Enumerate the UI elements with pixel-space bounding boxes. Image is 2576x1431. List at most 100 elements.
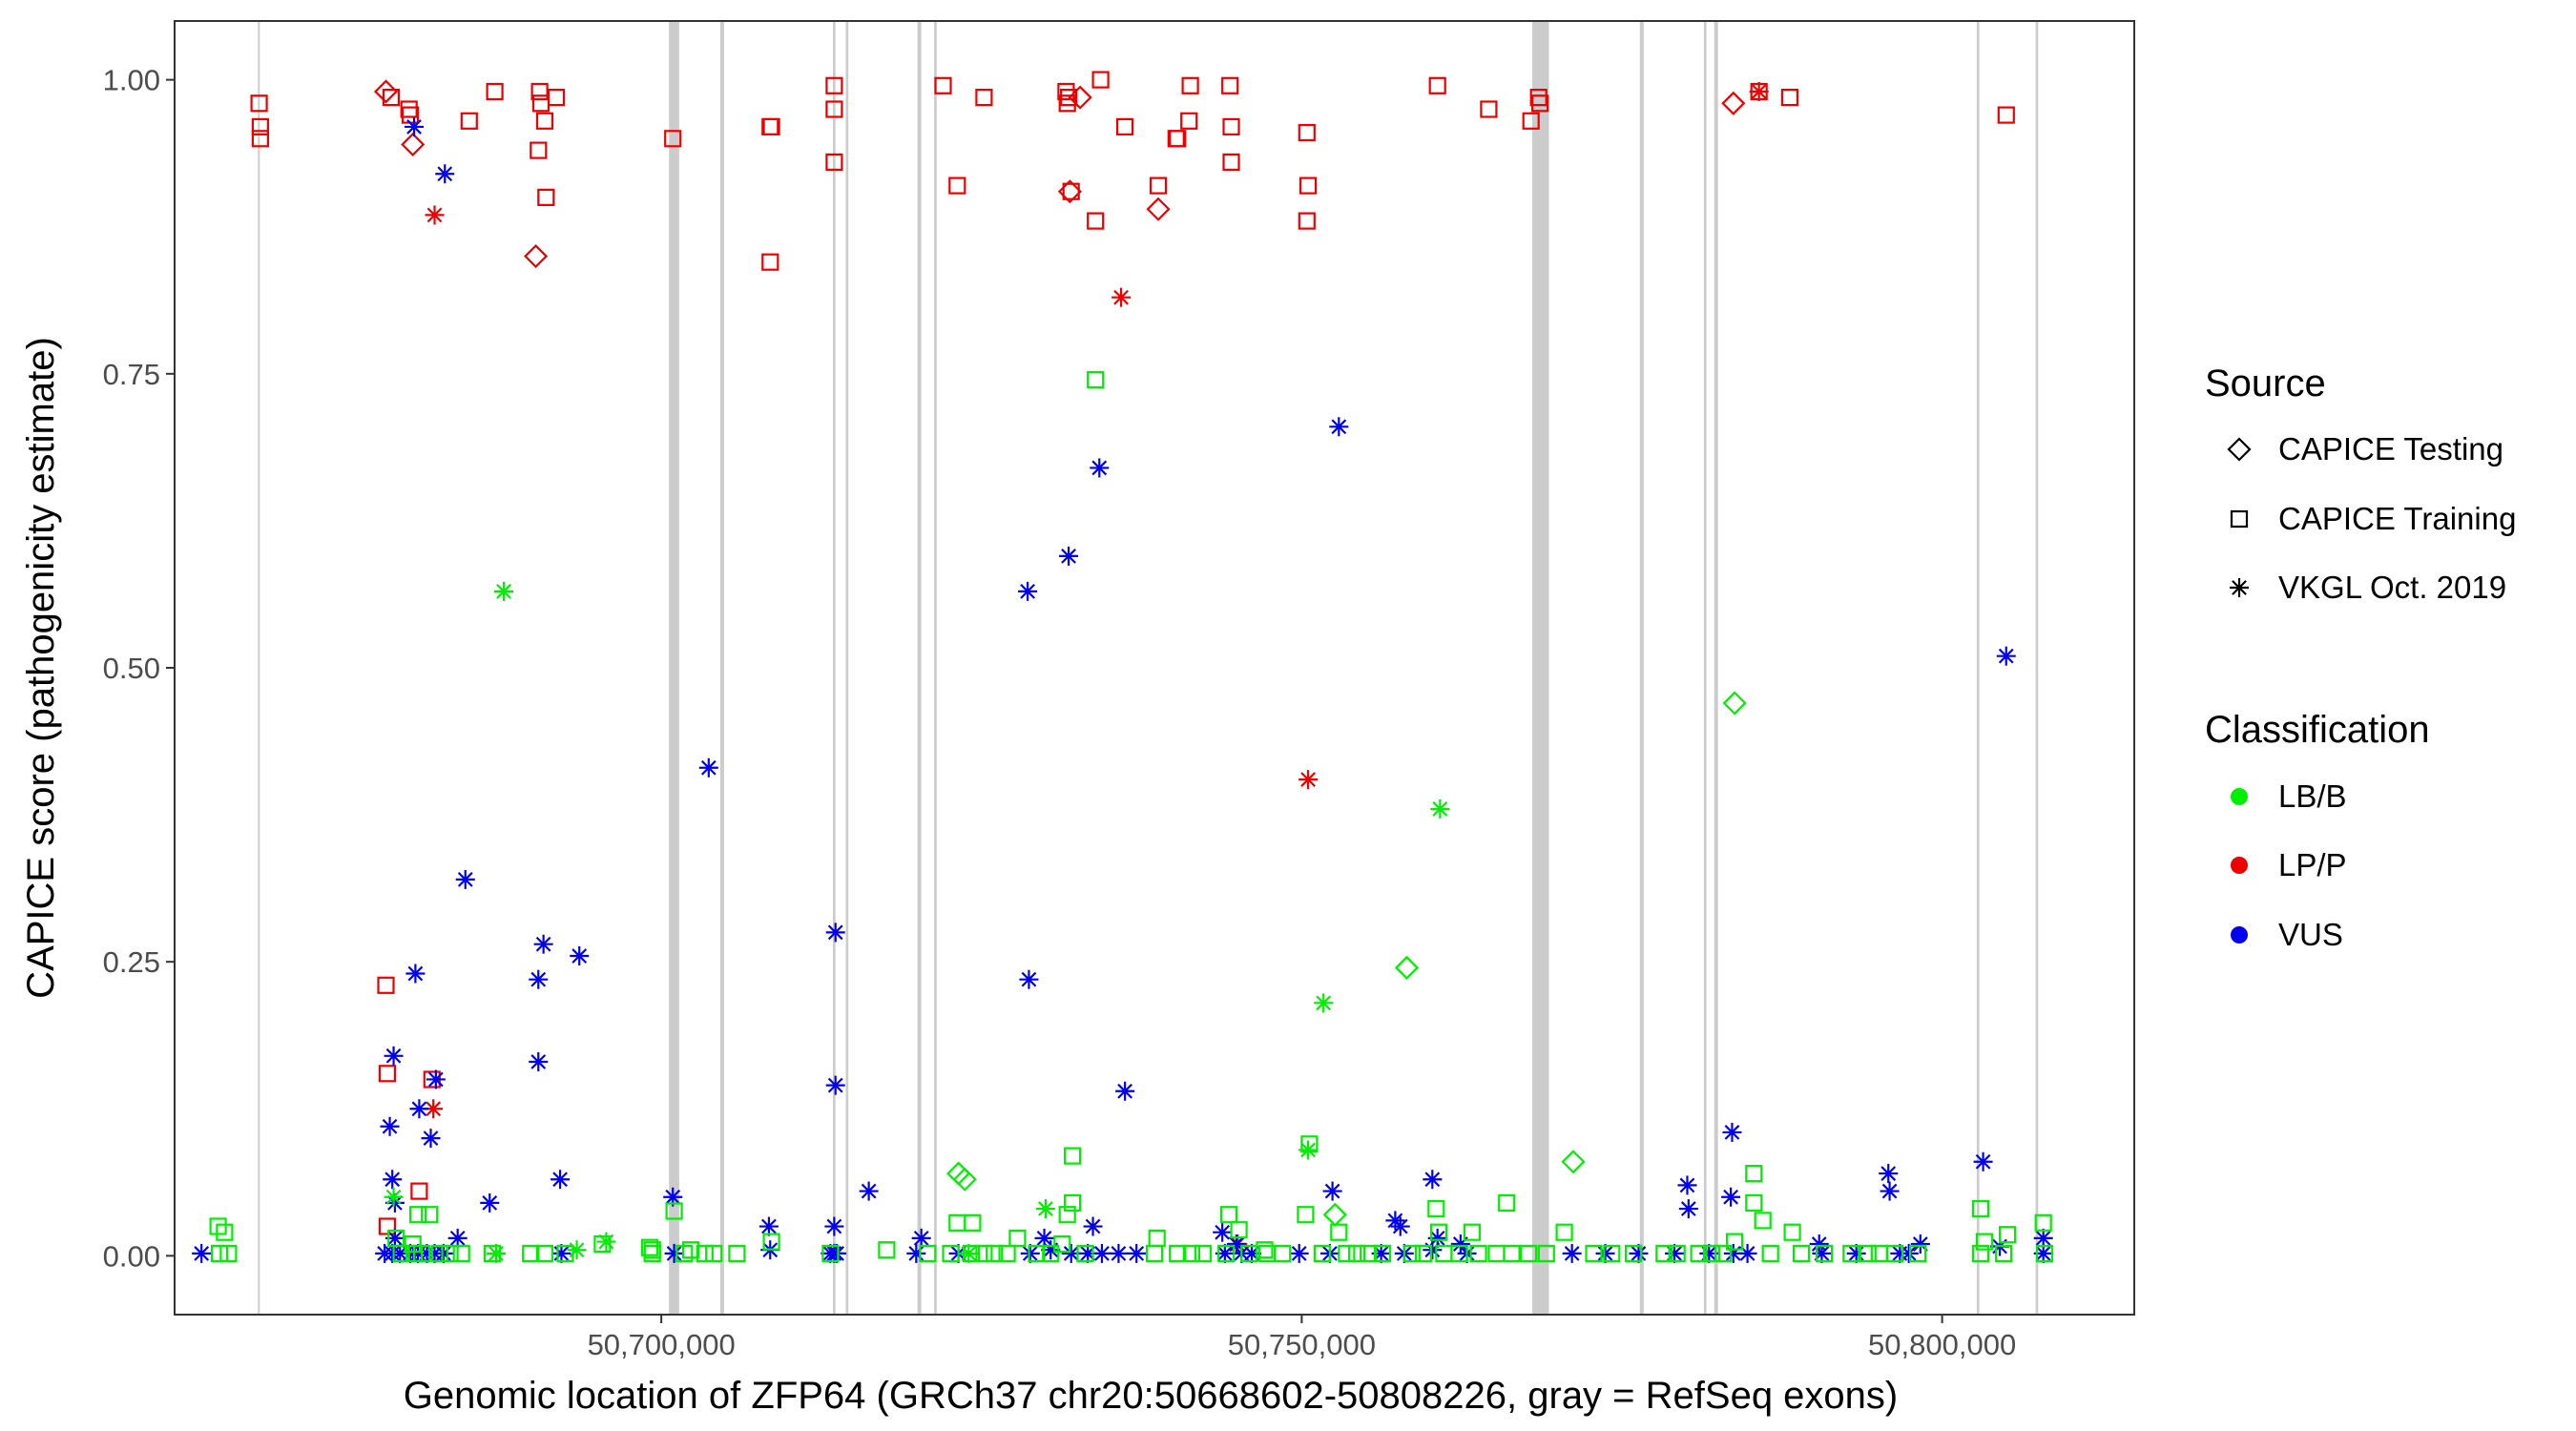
data-point [1908,1244,1927,1263]
data-point [1879,1164,1899,1184]
data-point [551,1170,571,1190]
data-point [1221,76,1239,94]
data-point [1428,76,1446,94]
exon-bands [258,22,2039,1314]
data-point [1322,1181,1342,1201]
exon-band [833,22,836,1314]
data-point [1562,1243,1582,1263]
data-point [1995,1244,2013,1263]
data-point [761,253,779,271]
data-point [1020,1243,1040,1263]
data-point [1971,1244,1989,1263]
data-point [529,1051,549,1071]
data-point [998,1244,1016,1263]
data-point [1780,88,1799,107]
data-point [827,1243,847,1263]
data-point [1721,1187,1741,1207]
data-point [405,964,426,984]
data-point [2035,1244,2054,1263]
data-point [1971,1199,1989,1218]
legend-label-capice-testing: CAPICE Testing [2278,431,2503,467]
data-point [567,1240,587,1260]
data-point [1737,1243,1757,1263]
data-point [1018,581,1038,601]
data-point [1996,646,2016,666]
data-point [378,1217,396,1235]
data-point [384,1046,404,1066]
legend-key-lbb-icon [2231,788,2248,805]
data-point [934,76,952,94]
x-tick-label: 50,750,000 [1228,1328,1376,1361]
data-point [705,1244,723,1263]
data-point [1063,1147,1082,1165]
x-tick-label: 50,800,000 [1868,1328,2016,1361]
legend-title-source: Source [2205,363,2326,404]
data-point [441,1244,459,1263]
data-point [825,100,843,118]
data-point [1973,1151,1993,1172]
data-point [1859,1244,1877,1263]
data-point [1109,1243,1129,1263]
data-point [1230,1221,1248,1239]
data-point [681,1241,700,1259]
data-point [1008,1229,1027,1248]
data-point [1555,1223,1573,1241]
series-lpp-square [250,71,2015,1235]
y-axis: 0.00 0.25 0.50 0.75 1.00 [103,64,175,1273]
data-point [251,117,269,136]
exon-band [1639,22,1644,1314]
data-point [1721,91,1746,115]
x-axis: 50,700,000 50,750,000 50,800,000 [588,1315,2016,1361]
data-point [421,1129,441,1149]
data-point [1522,112,1540,130]
data-point [1091,1243,1111,1263]
legend-label-capice-training: CAPICE Training [2278,501,2516,536]
data-point [435,164,455,184]
data-point [825,1075,845,1095]
data-point [1745,1193,1763,1213]
data-point [405,116,425,136]
data-point [1402,1244,1421,1263]
data-point [1222,117,1240,136]
data-point [404,1234,422,1254]
data-point [494,581,514,601]
data-point [1226,1234,1246,1255]
data-point [570,946,590,966]
y-tick-label: 1.00 [103,64,160,97]
data-point [1561,1150,1586,1174]
data-point [529,969,549,989]
data-point [250,94,268,113]
data-points [192,71,2054,1263]
data-point [1298,124,1316,142]
data-point [425,205,445,225]
data-point [400,100,418,118]
data-point [1885,1244,1904,1263]
data-point [401,132,426,156]
data-point [948,176,966,195]
data-point [1414,1244,1433,1263]
data-point [986,1244,1004,1263]
data-point [1215,1243,1235,1263]
data-point [878,1241,896,1259]
data-point [664,1243,684,1263]
data-point [1394,955,1420,980]
data-point [426,1069,446,1089]
data-point [1222,153,1240,171]
data-point [1298,212,1316,230]
data-point [1910,1234,1930,1255]
data-point [547,88,566,107]
data-point [643,1244,661,1263]
data-point [1087,212,1105,230]
data-point [1655,1244,1673,1263]
exon-band [845,22,849,1314]
plot-panel-border [174,20,2135,1316]
data-point [1053,1234,1071,1254]
data-point [1842,1244,1860,1263]
data-point [1213,1222,1233,1242]
data-point [421,1206,439,1224]
y-tick-label: 0.75 [103,358,160,391]
data-point [380,1116,400,1136]
data-point [698,757,718,778]
data-point [1083,1216,1103,1236]
